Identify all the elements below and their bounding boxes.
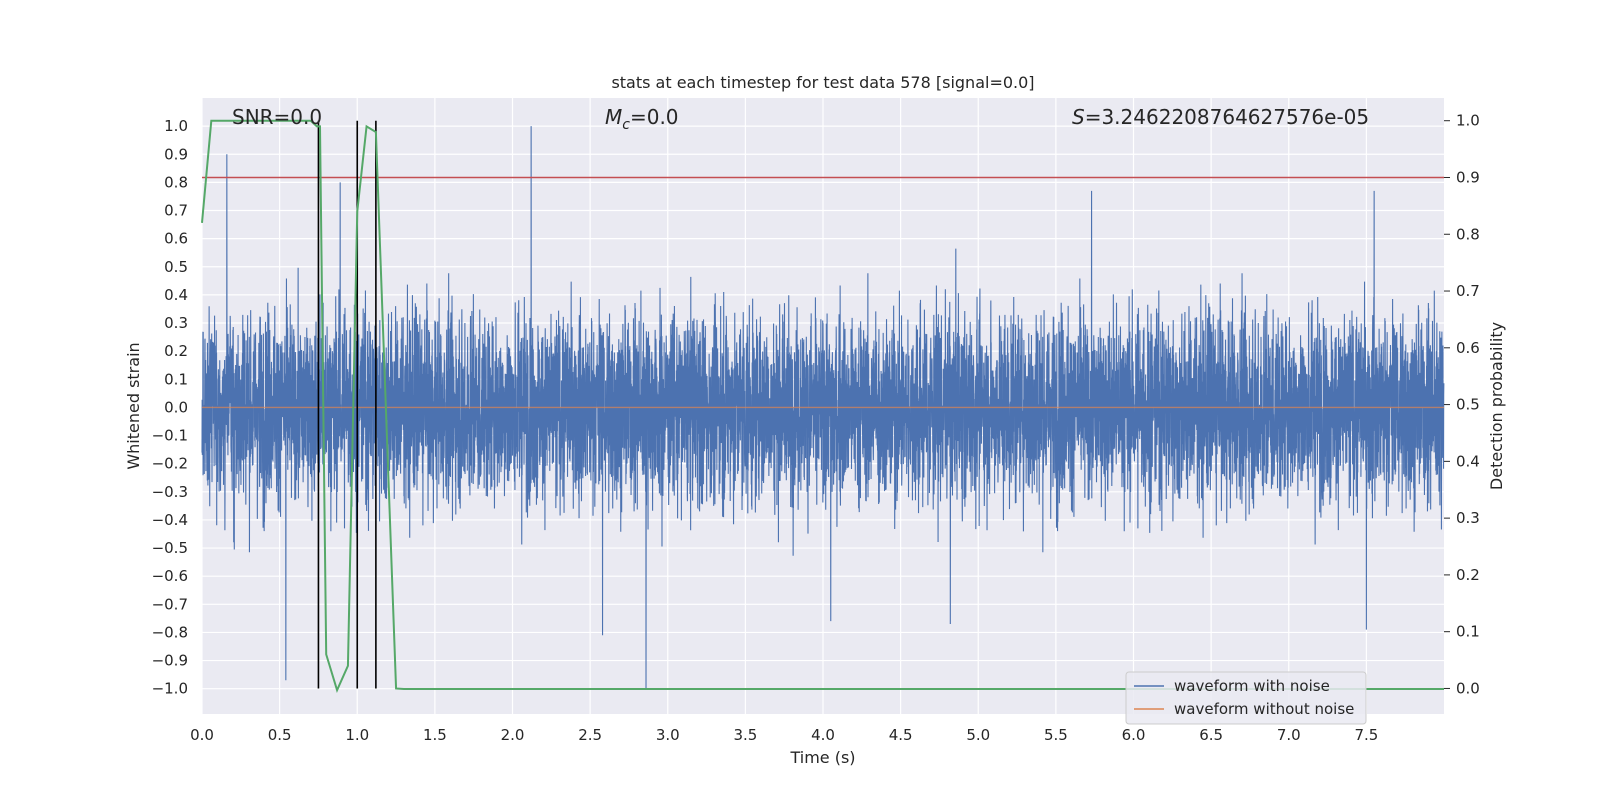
y-tick-label: −0.1 [152, 427, 188, 445]
chirp-mass-symbol: M [605, 105, 622, 129]
legend-label-without-noise: waveform without noise [1174, 700, 1354, 718]
y-tick-label: 0.4 [164, 286, 188, 304]
y-tick-label: −0.9 [152, 652, 188, 670]
y-tick-label: −1.0 [152, 680, 188, 698]
x-tick-label: 3.5 [733, 726, 757, 744]
x-tick-label: 5.5 [1044, 726, 1068, 744]
x-tick-label: 0.5 [268, 726, 292, 744]
y-tick-label: 0.8 [164, 173, 188, 191]
x-tick-label: 0.0 [190, 726, 214, 744]
y-tick-label: −0.7 [152, 595, 188, 613]
y-tick-label: −0.3 [152, 483, 188, 501]
y-tick-label: 0.6 [164, 230, 188, 248]
y-tick-label: −0.5 [152, 539, 188, 557]
y-tick-label: 0.7 [164, 202, 188, 220]
chirp-mass-value: =0.0 [630, 105, 679, 129]
s-value: =3.2462208764627576e-05 [1085, 105, 1369, 129]
y2-tick-label: 0.3 [1456, 509, 1480, 527]
y-tick-label: −0.2 [152, 455, 188, 473]
y2-tick-label: 0.4 [1456, 452, 1480, 470]
chirp-mass-annotation: Mc=0.0 [605, 105, 679, 133]
y2-tick-label: 1.0 [1456, 112, 1480, 130]
x-tick-label: 3.0 [656, 726, 680, 744]
s-symbol: S [1072, 105, 1085, 129]
tick-layer: 0.0 0.5 1.0 1.5 2.0 2.5 3.0 3.5 4.0 4.5 5.0 5.5 6.0 6… [152, 112, 1480, 744]
x-tick-label: 2.5 [578, 726, 602, 744]
y2-axis-label: Detection probability [1487, 322, 1506, 490]
overlay-layer [201, 119, 1444, 694]
y-tick-label: −0.6 [152, 567, 188, 585]
x-tick-label: 4.0 [811, 726, 835, 744]
legend-box [1125, 671, 1367, 725]
y-axis-label: Whitened strain [124, 342, 143, 469]
y-tick-label: 1.0 [164, 117, 188, 135]
x-axis-label: Time (s) [789, 748, 855, 767]
x-tick-label: 6.0 [1122, 726, 1146, 744]
y-tick-label: 0.3 [164, 314, 188, 332]
y2-tick-label: 0.1 [1456, 623, 1480, 641]
y2-tick-label: 0.0 [1456, 679, 1480, 697]
y-tick-label: 0.2 [164, 342, 188, 360]
legend-label-with-noise: waveform with noise [1174, 677, 1330, 695]
y2-tick-label: 0.2 [1456, 566, 1480, 584]
y-tick-label: 0.9 [164, 145, 188, 163]
x-tick-label: 5.0 [966, 726, 990, 744]
x-tick-label: 2.0 [501, 726, 525, 744]
series-waveform-with-noise [201, 126, 1445, 689]
y-tick-label: 0.5 [164, 258, 188, 276]
x-tick-label: 7.0 [1277, 726, 1301, 744]
y2-tick-label: 0.6 [1456, 339, 1480, 357]
legend: waveform with noise waveform without noi… [1125, 671, 1367, 725]
series-layer [201, 126, 1445, 689]
y-tick-label: 0.1 [164, 370, 188, 388]
x-tick-label: 1.0 [345, 726, 369, 744]
y2-tick-label: 0.9 [1456, 168, 1480, 186]
x-tick-label: 7.5 [1354, 726, 1378, 744]
y2-tick-label: 0.8 [1456, 225, 1480, 243]
y-tick-label: −0.4 [152, 511, 188, 529]
chirp-mass-subscript: c [622, 117, 630, 133]
x-tick-label: 1.5 [423, 726, 447, 744]
y-tick-label: −0.8 [152, 623, 188, 641]
y2-tick-label: 0.5 [1456, 396, 1480, 414]
chart-title: stats at each timestep for test data 578… [611, 73, 1034, 92]
s-annotation: S=3.2462208764627576e-05 [1072, 105, 1369, 129]
series-detection-probability [201, 119, 1444, 694]
y-tick-label: 0.0 [164, 398, 188, 416]
x-tick-label: 6.5 [1199, 726, 1223, 744]
y2-tick-label: 0.7 [1456, 282, 1480, 300]
x-tick-label: 4.5 [889, 726, 913, 744]
snr-annotation: SNR=0.0 [232, 105, 322, 129]
